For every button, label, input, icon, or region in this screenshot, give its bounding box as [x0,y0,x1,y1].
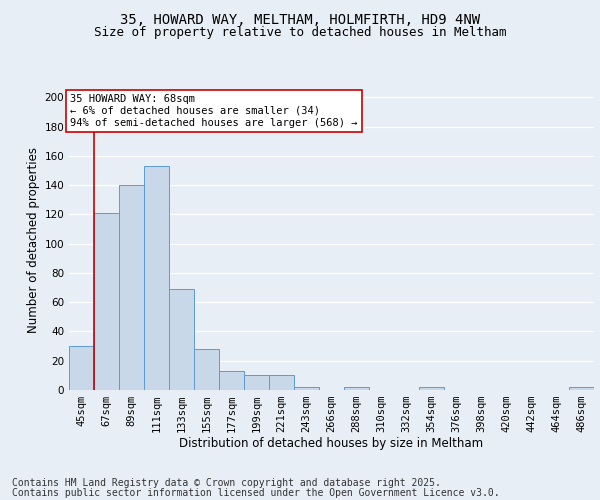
Bar [269,376,294,390]
Bar [94,213,119,390]
Bar [144,166,169,390]
Bar [569,387,594,390]
Text: Contains HM Land Registry data © Crown copyright and database right 2025.: Contains HM Land Registry data © Crown c… [12,478,441,488]
Text: 35 HOWARD WAY: 68sqm
← 6% of detached houses are smaller (34)
94% of semi-detach: 35 HOWARD WAY: 68sqm ← 6% of detached ho… [70,94,358,128]
Bar [69,346,94,390]
Bar [219,371,244,390]
X-axis label: Distribution of detached houses by size in Meltham: Distribution of detached houses by size … [179,436,484,450]
Text: 35, HOWARD WAY, MELTHAM, HOLMFIRTH, HD9 4NW: 35, HOWARD WAY, MELTHAM, HOLMFIRTH, HD9 … [120,12,480,26]
Bar [244,376,269,390]
Bar [419,387,444,390]
Text: Contains public sector information licensed under the Open Government Licence v3: Contains public sector information licen… [12,488,500,498]
Y-axis label: Number of detached properties: Number of detached properties [27,147,40,333]
Bar [294,387,319,390]
Bar [344,387,369,390]
Bar [194,349,219,390]
Text: Size of property relative to detached houses in Meltham: Size of property relative to detached ho… [94,26,506,39]
Bar [119,185,144,390]
Bar [169,289,194,390]
